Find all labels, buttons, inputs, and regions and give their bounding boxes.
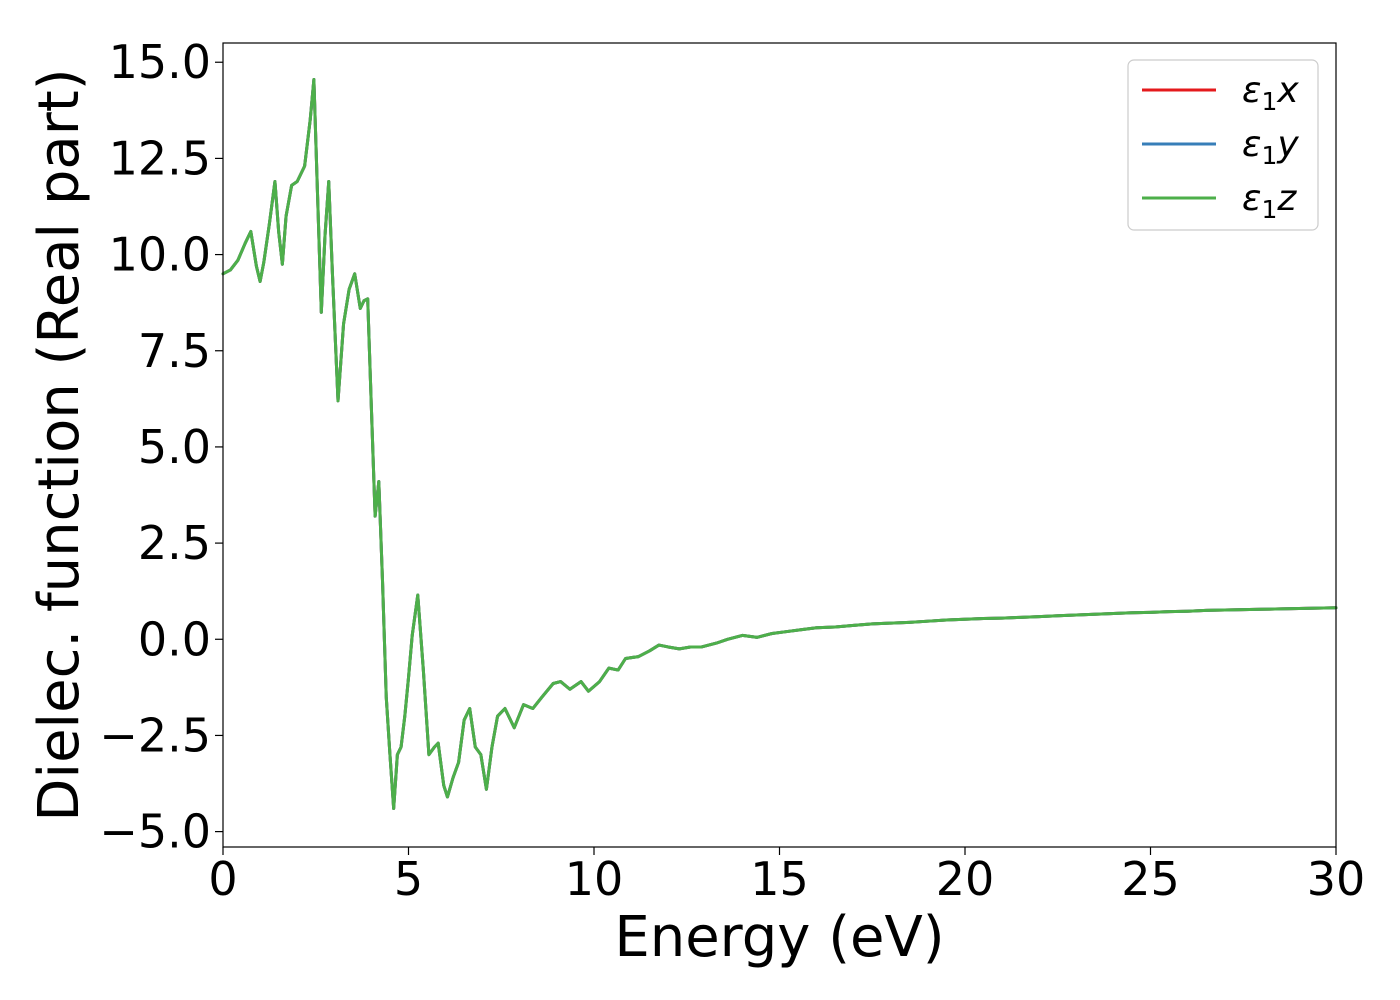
- y-tick-label: 12.5: [109, 131, 211, 185]
- x-tick-label: 25: [1121, 852, 1180, 906]
- y-tick-label: 5.0: [138, 420, 211, 474]
- x-axis: 0 5 10 15 20 25 30: [208, 847, 1365, 906]
- y-axis-label: Dielec. function (Real part): [27, 68, 92, 821]
- x-tick-label: 10: [565, 852, 624, 906]
- series-line-z: [221, 78, 1338, 811]
- y-tick-label: 7.5: [138, 324, 211, 378]
- legend-label: ε1y: [1242, 124, 1299, 170]
- y-axis: −5.0 −2.5 0.0 2.5 5.0 7.5 10.0 12.5 15.0: [99, 35, 223, 859]
- legend-label: ε1x: [1242, 70, 1299, 116]
- x-tick-label: 15: [750, 852, 809, 906]
- y-tick-label: −2.5: [99, 708, 211, 762]
- y-tick-label: 2.5: [138, 516, 211, 570]
- y-tick-label: 15.0: [109, 35, 211, 89]
- y-tick-label: 0.0: [138, 612, 211, 666]
- y-tick-label: −5.0: [99, 805, 211, 859]
- series-layer: [221, 78, 1338, 811]
- x-tick-label: 20: [936, 852, 995, 906]
- x-tick-label: 30: [1307, 852, 1366, 906]
- legend-box: [1127, 59, 1319, 231]
- legend: ε1x ε1y ε1z: [1127, 59, 1319, 231]
- x-axis-label: Energy (eV): [614, 905, 944, 970]
- y-tick-label: 10.0: [109, 228, 211, 282]
- legend-label: ε1z: [1242, 178, 1297, 224]
- x-tick-label: 0: [208, 852, 237, 906]
- x-tick-label: 5: [394, 852, 423, 906]
